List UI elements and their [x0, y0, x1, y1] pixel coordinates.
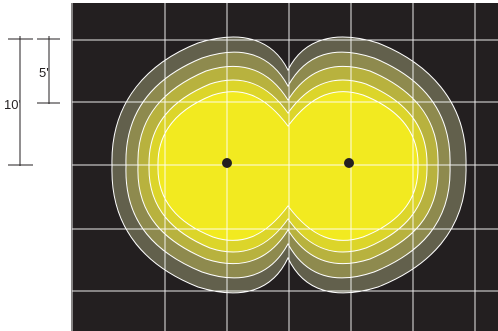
fixture-left [222, 158, 232, 168]
scale-label-5ft: 5' [39, 65, 49, 80]
grid [71, 3, 498, 331]
scale-bars: 5' 10' [4, 36, 60, 166]
contour-level-5 [157, 91, 419, 241]
fixtures [222, 158, 354, 168]
fixture-right [344, 158, 354, 168]
scale-label-10ft: 10' [4, 97, 21, 112]
